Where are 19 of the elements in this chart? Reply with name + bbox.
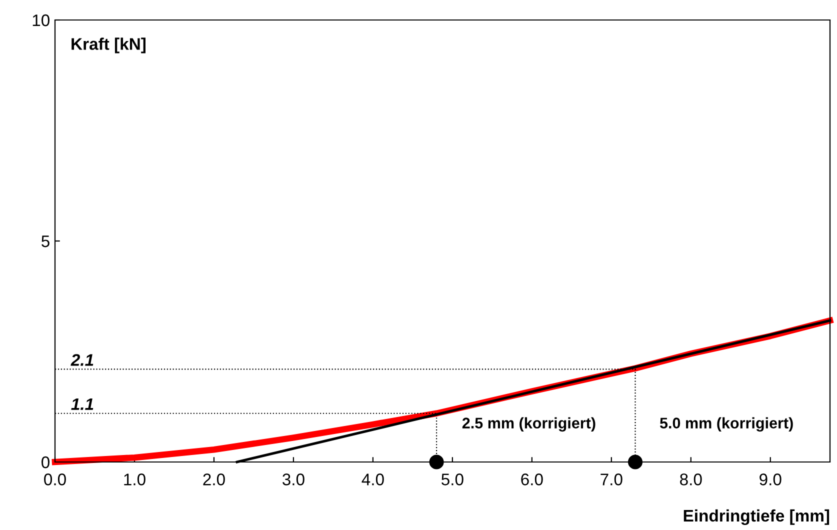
- annotation: 2.1: [70, 354, 94, 366]
- x-tick-label: 0.0: [44, 474, 66, 486]
- x-axis-title: Eindringtiefe [mm]: [684, 509, 830, 525]
- annotation: 5.0 mm (korrigiert): [660, 417, 793, 432]
- x-tick-label: 7.0: [600, 474, 622, 486]
- x-tick-label: 9.0: [760, 474, 782, 486]
- annotation: 2.5 mm (korrigiert): [462, 417, 596, 432]
- x-tick-label: 6.0: [521, 474, 543, 486]
- x-tick-label: 5.0: [442, 474, 464, 486]
- y-tick-label: 10: [32, 14, 50, 26]
- annotation: 1.1: [71, 398, 94, 410]
- y-axis-title: Kraft [kN]: [72, 38, 146, 54]
- x-tick-label: 8.0: [680, 474, 702, 486]
- y-tick-label: 5: [42, 236, 50, 248]
- x-tick-label: 3.0: [282, 474, 304, 486]
- y-tick-label: 0: [42, 456, 50, 468]
- x-tick-label: 4.0: [362, 474, 384, 486]
- x-tick-label: 1.0: [124, 474, 146, 486]
- x-tick-label: 2.0: [203, 474, 225, 486]
